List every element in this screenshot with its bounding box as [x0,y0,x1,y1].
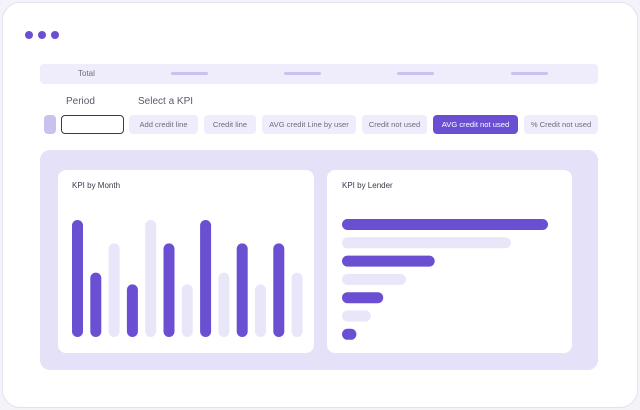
kpi-chip-label: AVG credit Line by user [269,120,349,129]
kpi-chip-label: % Credit not used [530,120,592,129]
month-bar [145,220,157,337]
kpi-by-lender-title: KPI by Lender [342,181,393,190]
month-bar [72,220,83,337]
kpi-chip-percent-credit-not-used[interactable]: % Credit not used [524,115,598,134]
window-dot-icon [51,31,59,39]
kpi-by-month-chart [72,220,303,337]
total-label: Total [78,69,95,78]
kpi-chip-avg-credit-not-used[interactable]: AVG credit not used [433,115,518,134]
month-bar [236,243,248,337]
month-bar [90,272,102,337]
total-summary-bar: Total [40,64,598,84]
kpi-chip-avg-credit-line-by-user[interactable]: AVG credit Line by user [262,115,356,134]
lender-bar [342,273,406,285]
window-dot-icon [25,31,33,39]
total-placeholder-value [171,72,208,75]
window-dot-icon [38,31,46,39]
month-bar [291,272,303,337]
kpi-chip-label: AVG credit not used [441,120,510,129]
kpi-chip-label: Credit line [212,120,248,129]
month-bar [255,284,266,337]
total-placeholder-value [284,72,321,75]
lender-bar [342,237,511,249]
kpi-chip-add-credit-line[interactable]: Add credit line [129,115,198,134]
window-dots [25,31,59,39]
total-placeholder-value [511,72,548,75]
lender-bar [342,292,384,304]
kpi-chip-credit-line[interactable]: Credit line [204,115,256,134]
select-kpi-label: Select a KPI [138,96,194,107]
month-bar [108,243,120,337]
month-bar [200,220,212,337]
lender-bar [342,219,548,230]
month-bar [126,284,138,337]
kpi-chip-credit-not-used[interactable]: Credit not used [362,115,427,134]
lender-bar [342,255,435,267]
kpi-by-month-title: KPI by Month [72,181,121,190]
month-bar [181,284,193,337]
lender-bar [342,310,371,322]
lender-bar [342,328,357,340]
month-bar [218,272,230,337]
kpi-by-lender-card: KPI by Lender [327,170,572,353]
total-placeholder-value [397,72,434,75]
kpi-chip-label: Credit not used [368,120,421,129]
kpi-by-month-card: KPI by Month [58,170,314,353]
period-toggle[interactable] [44,115,56,134]
month-bar [273,243,285,337]
kpi-by-lender-chart [342,219,548,340]
period-label: Period [66,96,95,107]
month-bar [163,243,175,337]
period-input[interactable] [61,115,124,134]
kpi-chip-label: Add credit line [139,120,188,129]
